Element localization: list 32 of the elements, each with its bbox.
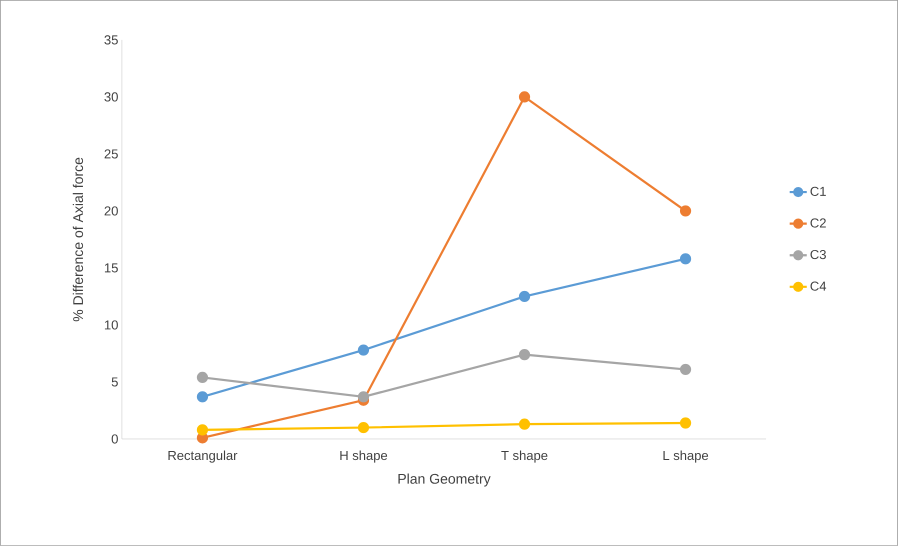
point xyxy=(358,391,370,402)
point xyxy=(680,417,692,429)
y-tick-label: 5 xyxy=(112,377,118,387)
legend-label: C1 xyxy=(810,186,826,196)
y-axis-title: % Difference of Axial force xyxy=(72,158,84,322)
point xyxy=(680,205,692,217)
point xyxy=(518,290,530,302)
point xyxy=(518,91,530,103)
point xyxy=(680,364,692,376)
y-tick-label: 30 xyxy=(104,92,118,102)
point xyxy=(680,253,692,264)
y-tick-label: 20 xyxy=(104,206,118,216)
point xyxy=(358,344,370,356)
x-tick-label: Rectangular xyxy=(168,450,238,463)
y-tick-label: 25 xyxy=(104,149,118,159)
x-tick-label: H shape xyxy=(340,450,388,463)
point xyxy=(518,418,530,430)
legend-label: C2 xyxy=(810,218,826,228)
y-tick-label: 15 xyxy=(104,263,118,273)
point xyxy=(196,372,208,384)
x-axis-title: Plan Geometry xyxy=(398,474,491,487)
point xyxy=(518,349,530,360)
y-tick-label: 35 xyxy=(104,35,118,45)
point xyxy=(358,422,370,434)
legend-label: C3 xyxy=(810,250,826,260)
legend-label: C4 xyxy=(810,282,826,291)
x-tick-label: L shape xyxy=(663,450,708,463)
y-tick-label: 0 xyxy=(112,434,118,444)
x-tick-label: T shape xyxy=(501,450,548,463)
point xyxy=(196,424,208,436)
point xyxy=(196,391,208,402)
y-tick-label: 10 xyxy=(104,320,118,330)
